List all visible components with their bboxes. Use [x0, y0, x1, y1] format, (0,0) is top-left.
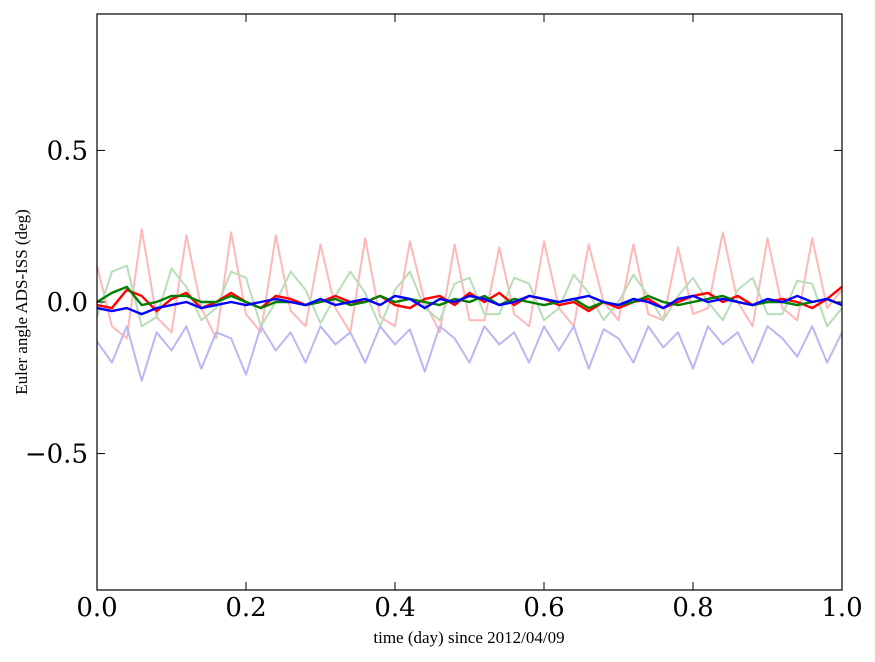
series-line-5 — [96, 285, 843, 310]
x-tick-label: 1.0 — [821, 593, 862, 623]
x-tick-label: 0.6 — [523, 593, 564, 623]
series-line-2 — [96, 264, 843, 328]
y-tick-label: 0.5 — [47, 136, 88, 166]
x-tick-label: 0.0 — [76, 593, 117, 623]
x-tick-label: 0.4 — [374, 593, 415, 623]
series-line-3 — [96, 325, 843, 382]
x-tick-label: 0.2 — [225, 593, 266, 623]
series-line-6 — [96, 294, 843, 316]
series-layer — [96, 228, 843, 382]
tick-layer: 0.0 0.2 0.4 0.6 0.8 1.0 −0.5 0.0 0.5 — [25, 14, 863, 623]
x-axis-label: time (day) since 2012/04/09 — [373, 628, 564, 647]
y-tick-label: −0.5 — [25, 440, 88, 470]
y-axis-label: Euler angle ADS-ISS (deg) — [12, 209, 31, 395]
y-tick-label: 0.0 — [47, 288, 88, 318]
x-tick-label: 0.8 — [672, 593, 713, 623]
